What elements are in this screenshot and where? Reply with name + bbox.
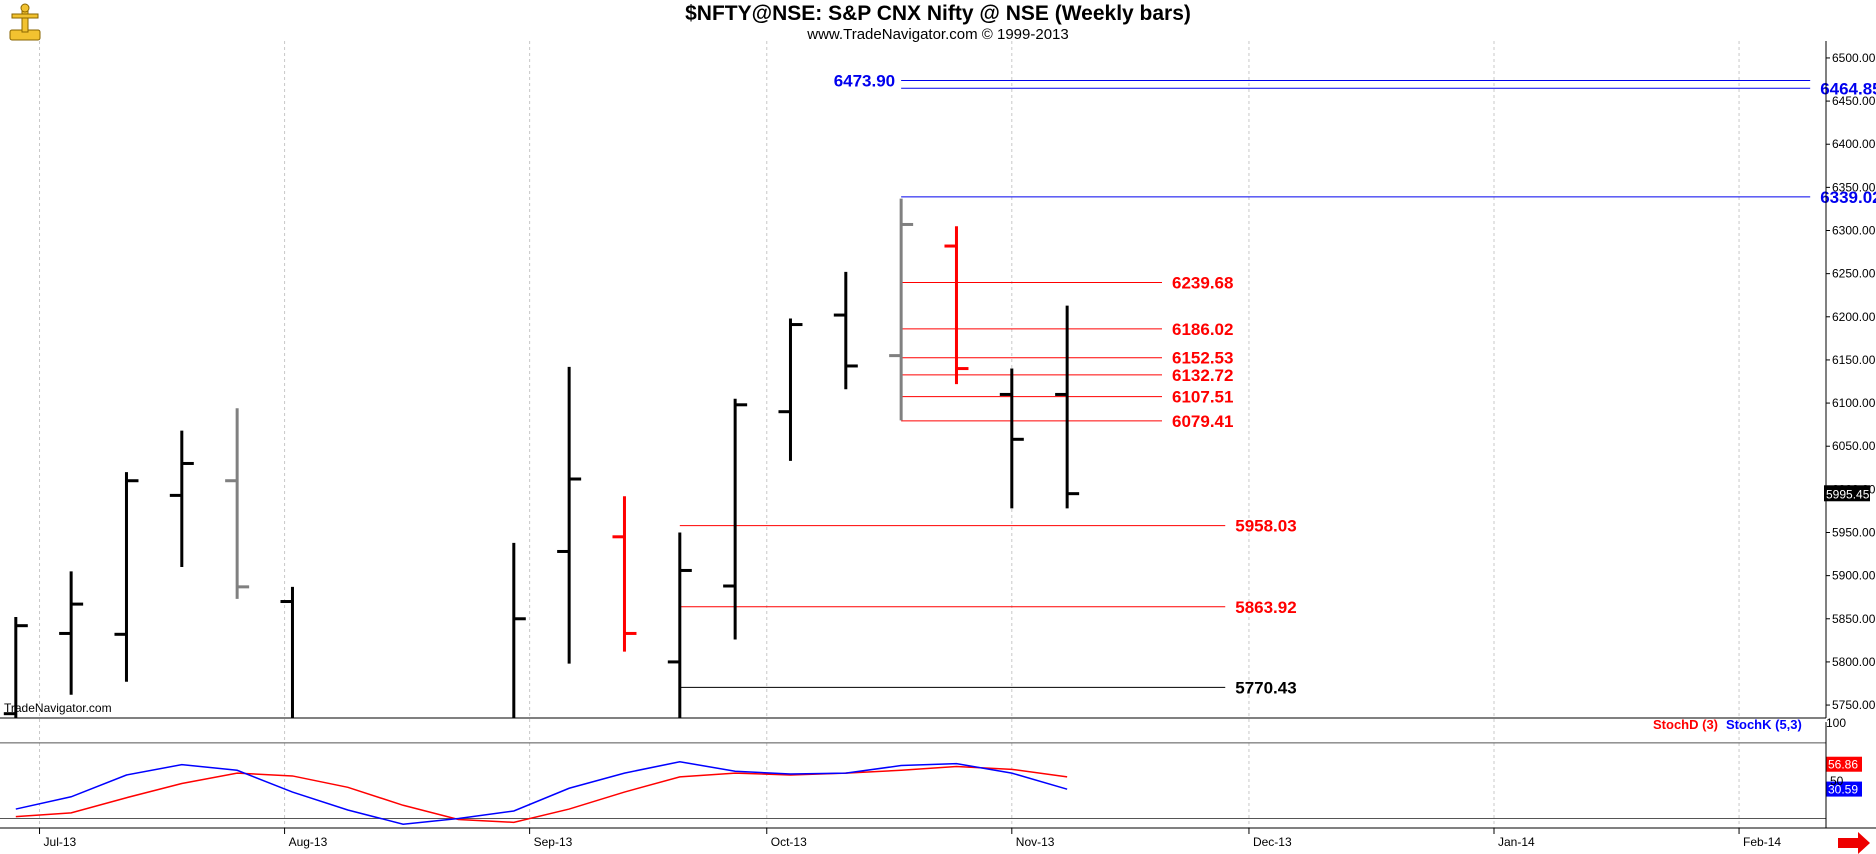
- stoch-k-line: [15, 760, 1068, 825]
- date-label: Sep-13: [534, 835, 573, 849]
- last-price-box: [1824, 485, 1870, 502]
- price-tick-label: 6100.00: [1832, 396, 1876, 410]
- price-tick-label: 5900.00: [1832, 569, 1876, 583]
- price-tick-label: 5850.00: [1832, 612, 1876, 626]
- stochastic-panel: 56.86 30.59: [0, 742, 1862, 825]
- date-label: Jul-13: [44, 835, 77, 849]
- chart-frame: [0, 717, 1876, 829]
- price-tick-label: 5750.00: [1832, 698, 1876, 712]
- level-label-6239.68: 6239.68: [1172, 274, 1233, 293]
- date-label: Dec-13: [1253, 835, 1292, 849]
- price-tick-label: 6400.00: [1832, 137, 1876, 151]
- price-levels: 6473.90 6464.85 6339.02 6239.68 6186.02 6152.…: [679, 71, 1876, 697]
- level-label-6464.85: 6464.85: [1820, 79, 1876, 98]
- date-label: Jan-14: [1498, 835, 1535, 849]
- date-label: Aug-13: [289, 835, 328, 849]
- level-label-6186.02: 6186.02: [1172, 320, 1233, 339]
- price-tick-label: 6150.00: [1832, 353, 1876, 367]
- level-label-5863.92: 5863.92: [1235, 598, 1296, 617]
- price-tick-label: 6500.00: [1832, 51, 1876, 65]
- date-label: Nov-13: [1016, 835, 1055, 849]
- trade-navigator-logo-icon: [9, 3, 41, 41]
- level-label-6132.72: 6132.72: [1172, 366, 1233, 385]
- price-tick-label: 6300.00: [1832, 224, 1876, 238]
- level-label-5770.43: 5770.43: [1235, 678, 1296, 697]
- stoch-d-value-box: [1826, 756, 1862, 772]
- date-label: Oct-13: [771, 835, 807, 849]
- level-label-6079.41: 6079.41: [1172, 412, 1233, 431]
- date-axis: Jul-13 Aug-13 Sep-13 Oct-13 Nov-13 Dec-13 Jan-…: [39, 828, 1781, 849]
- stoch-d-value: 56.86: [1828, 758, 1858, 772]
- price-tick-label: 6250.00: [1832, 267, 1876, 281]
- price-tick-label: 5800.00: [1832, 655, 1876, 669]
- price-tick-label: 6350.00: [1832, 180, 1876, 194]
- level-label-6473.90: 6473.90: [834, 71, 895, 90]
- chart-subtitle: www.TradeNavigator.com © 1999-2013: [807, 26, 1069, 43]
- scroll-right-arrow-icon[interactable]: [1838, 832, 1870, 854]
- grid-lines: [39, 41, 1740, 828]
- stoch-axis-label-100: 100: [1826, 716, 1846, 730]
- stoch-axis-label-50: 50: [1830, 774, 1844, 788]
- price-bars: [3, 198, 1080, 718]
- price-tick-label: 6200.00: [1832, 310, 1876, 324]
- price-axis: 5750.005800.005850.005900.005950.006000.…: [1824, 41, 1876, 718]
- stoch-k-value: 30.59: [1828, 783, 1858, 797]
- price-tick-label: 6050.00: [1832, 439, 1876, 453]
- level-label-6339.02: 6339.02: [1820, 188, 1876, 207]
- stoch-d-legend: StochD (3): [1653, 717, 1718, 732]
- stoch-k-value-box: [1826, 781, 1862, 797]
- watermark-text: TradeNavigator.com: [4, 701, 112, 715]
- price-tick-label: 6450.00: [1832, 94, 1876, 108]
- stoch-k-legend: StochK (5,3): [1726, 717, 1802, 732]
- price-tick-label: 5950.00: [1832, 525, 1876, 539]
- date-label: Feb-14: [1743, 835, 1781, 849]
- last-price-label: 5995.45: [1826, 487, 1870, 501]
- stoch-d-line: [15, 765, 1068, 824]
- level-label-6107.51: 6107.51: [1172, 388, 1233, 407]
- level-label-5958.03: 5958.03: [1235, 517, 1296, 536]
- level-label-6152.53: 6152.53: [1172, 349, 1233, 368]
- chart-title: $NFTY@NSE: S&P CNX Nifty @ NSE (Weekly b…: [685, 2, 1191, 25]
